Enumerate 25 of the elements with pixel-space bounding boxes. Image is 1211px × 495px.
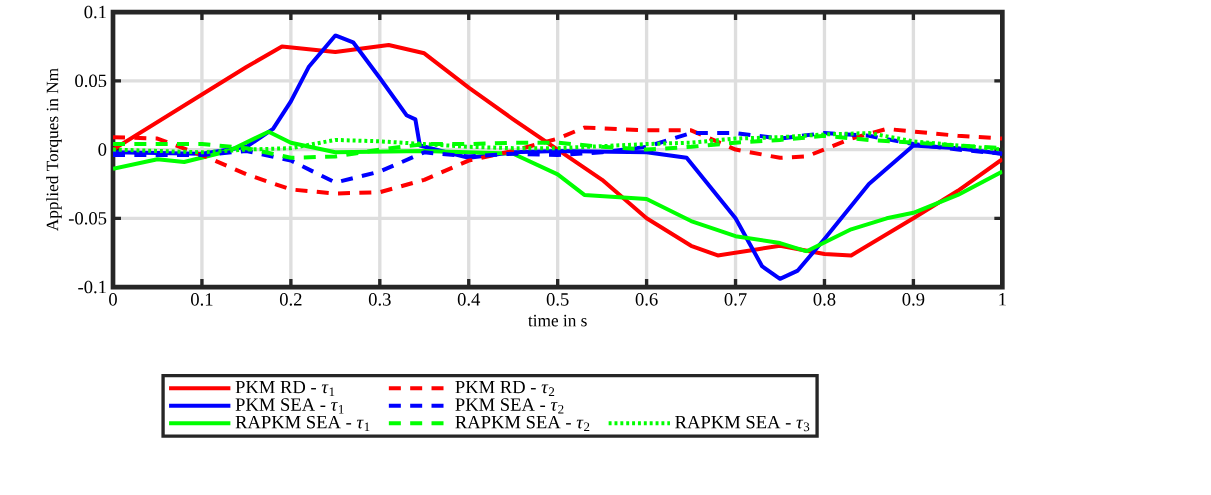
x-axis-title: time in s (528, 314, 587, 327)
legend-label: PKM SEA - τ$_{1}$ (235, 398, 344, 414)
legend-label: RAPKM SEA - τ$_{2}$ (455, 415, 590, 432)
y-tick-label: -0.1 (78, 280, 106, 294)
legend-label: RAPKM SEA - τ$_{3}$ (675, 415, 810, 432)
legend-label: PKM RD - τ$_{2}$ (455, 380, 555, 396)
y-tick-label: 0.1 (84, 5, 106, 19)
x-tick-label: 0.9 (902, 293, 925, 306)
x-tick-label: 0.1 (191, 293, 213, 306)
x-tick-label: 0.6 (635, 293, 658, 306)
y-tick-label: -0.05 (68, 211, 107, 225)
y-tick-label: 0 (98, 143, 107, 156)
y-axis-title: Applied Torques in Nm (46, 68, 62, 232)
x-tick-label: 0.8 (813, 293, 836, 306)
legend-label: RAPKM SEA - τ$_{1}$ (235, 415, 370, 432)
x-tick-label: 0 (109, 293, 117, 306)
x-tick-label: 0.4 (457, 293, 481, 306)
legend-label: PKM SEA - τ$_{2}$ (455, 398, 564, 414)
legend-label: PKM RD - τ$_{1}$ (235, 380, 335, 396)
x-tick-label: 0.7 (724, 293, 747, 306)
x-tick-label: 1 (999, 293, 1006, 306)
x-tick-label: 0.3 (368, 293, 391, 306)
x-tick-label: 0.2 (279, 293, 302, 306)
x-tick-label: 0.5 (546, 293, 569, 306)
y-tick-label: 0.05 (75, 74, 107, 88)
